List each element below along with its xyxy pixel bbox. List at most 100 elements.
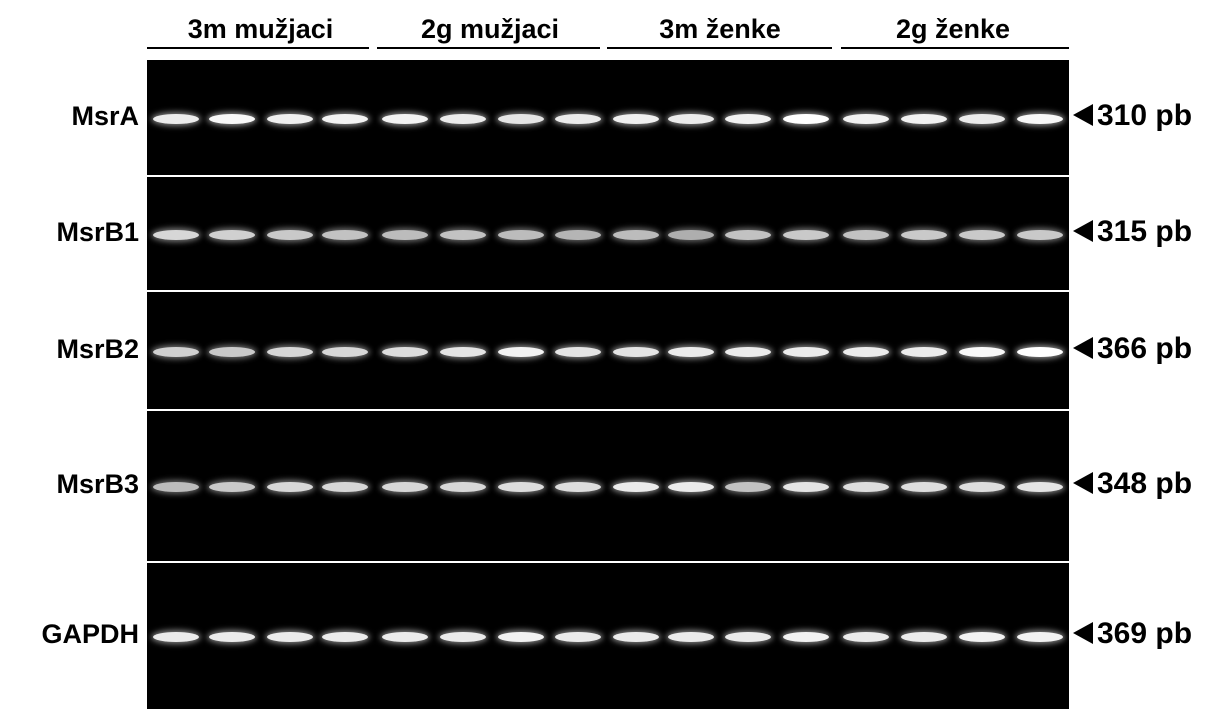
gel-band [440, 632, 486, 642]
size-marker: 315 pb [1073, 215, 1192, 249]
gel-panel-gapdh [147, 563, 1069, 709]
gel-band [498, 229, 544, 240]
gel-band [901, 346, 947, 357]
gel-band [440, 229, 486, 240]
gel-band [668, 229, 714, 240]
gel-band [901, 229, 947, 240]
gel-band [498, 346, 544, 357]
gene-label: MsrB1 [56, 216, 139, 247]
gel-band [498, 632, 544, 642]
gel-band [153, 346, 199, 357]
size-label: 315 pb [1097, 214, 1193, 248]
gel-band [555, 229, 601, 240]
gel-band [209, 113, 255, 124]
gel-band [1017, 346, 1063, 357]
gene-label: MsrA [71, 100, 139, 131]
gel-band [209, 632, 255, 642]
gel-band [843, 482, 889, 492]
gel-panel-msrb3 [147, 411, 1069, 561]
gel-band [959, 113, 1005, 124]
gel-band [901, 482, 947, 492]
gel-band [322, 632, 368, 642]
gel-band [901, 113, 947, 124]
gel-band [267, 346, 313, 357]
gel-band [725, 632, 771, 642]
gel-band [555, 346, 601, 357]
gel-band [382, 346, 428, 357]
gel-band [1017, 113, 1063, 124]
gel-band [959, 229, 1005, 240]
gel-band [668, 482, 714, 492]
arrow-left-icon [1073, 472, 1093, 495]
group-label-3m-males: 3m mužjaci [187, 14, 334, 44]
size-marker: 369 pb [1073, 617, 1192, 651]
gel-band [783, 632, 829, 642]
gel-band [959, 632, 1005, 642]
gene-label: MsrB3 [56, 469, 139, 499]
gel-band [613, 113, 659, 124]
gel-band [843, 113, 889, 124]
gene-label: GAPDH [41, 619, 139, 649]
gel-band [382, 113, 428, 124]
gel-band [613, 229, 659, 240]
gel-panel-msrb1 [147, 177, 1069, 290]
gel-band [668, 113, 714, 124]
gel-band [783, 346, 829, 357]
gel-band [613, 632, 659, 642]
gel-band [668, 346, 714, 357]
gel-band [783, 113, 829, 124]
size-label: 310 pb [1097, 98, 1193, 132]
arrow-left-icon [1073, 219, 1093, 242]
gel-band [901, 632, 947, 642]
gel-band [153, 632, 199, 642]
gel-band [267, 632, 313, 642]
gel-band [725, 482, 771, 492]
gel-band [267, 482, 313, 492]
arrow-left-icon [1073, 622, 1093, 645]
gel-band [209, 482, 255, 492]
gel-band [1017, 229, 1063, 240]
gel-band [440, 482, 486, 492]
gel-band [209, 346, 255, 357]
gel-band [959, 482, 1005, 492]
group-underline [147, 47, 369, 49]
size-marker: 366 pb [1073, 332, 1192, 366]
gel-band [382, 632, 428, 642]
gel-band [440, 113, 486, 124]
gel-band [382, 229, 428, 240]
gel-band [555, 113, 601, 124]
gel-band [153, 113, 199, 124]
gel-band [725, 346, 771, 357]
size-marker: 310 pb [1073, 99, 1192, 133]
group-underline [607, 47, 832, 49]
gel-band [209, 229, 255, 240]
arrow-left-icon [1073, 103, 1093, 126]
size-label: 348 pb [1097, 467, 1193, 500]
gel-band [498, 482, 544, 492]
gel-band [267, 229, 313, 240]
group-label-2y-females: 2g ženke [895, 14, 1011, 44]
gel-panel-msra [147, 60, 1069, 175]
gel-band [843, 346, 889, 357]
arrow-left-icon [1073, 336, 1093, 359]
gel-band [843, 632, 889, 642]
gel-panel-msrb2 [147, 292, 1069, 409]
gel-band [783, 482, 829, 492]
group-label-2y-males: 2g mužjaci [420, 14, 560, 44]
gel-band [725, 113, 771, 124]
gel-band [555, 482, 601, 492]
group-label-3m-females: 3m ženke [659, 14, 781, 44]
group-underline [841, 47, 1069, 49]
gel-band [498, 113, 544, 124]
gel-band [613, 482, 659, 492]
gel-band [322, 113, 368, 124]
gel-band [555, 632, 601, 642]
group-underline [377, 47, 600, 49]
size-marker: 348 pb [1073, 467, 1192, 501]
gel-band [153, 482, 199, 492]
gene-label: MsrB2 [56, 333, 139, 364]
gel-band [613, 346, 659, 357]
size-label: 366 pb [1097, 331, 1193, 365]
size-label: 369 pb [1097, 617, 1193, 650]
gel-band [843, 229, 889, 240]
